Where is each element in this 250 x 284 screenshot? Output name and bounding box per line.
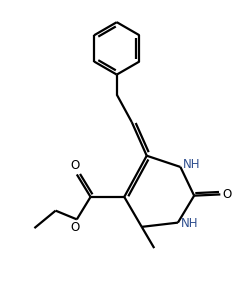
Text: NH: NH bbox=[180, 217, 197, 230]
Text: NH: NH bbox=[182, 158, 200, 172]
Text: O: O bbox=[70, 159, 79, 172]
Text: O: O bbox=[70, 221, 79, 234]
Text: O: O bbox=[222, 188, 231, 201]
